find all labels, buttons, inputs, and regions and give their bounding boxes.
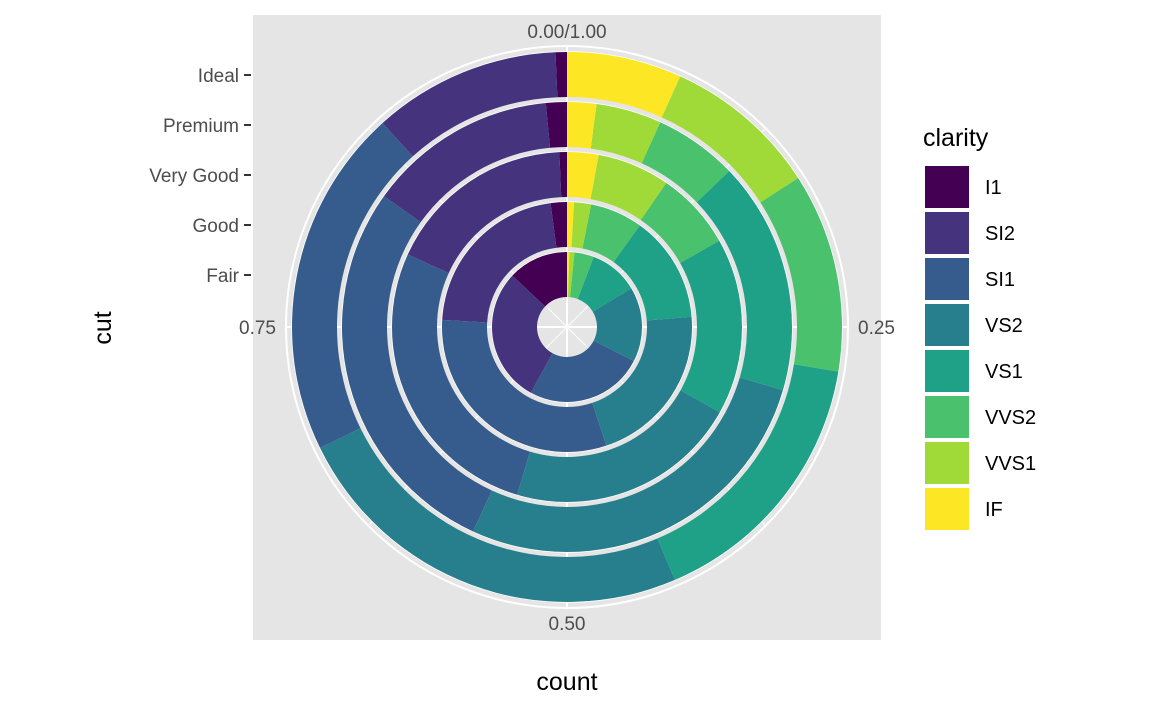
theta-tick-label: 0.50 <box>549 614 586 635</box>
slice-si1-good <box>442 319 607 452</box>
legend-label-si1: SI1 <box>985 269 1015 291</box>
slice-si2-fair <box>492 275 553 393</box>
slice-vs1-premium <box>696 171 792 391</box>
slice-vvs2-good <box>582 204 640 262</box>
legend-key-vvs2 <box>925 396 969 438</box>
cut-tick-label: Very Good <box>149 166 239 187</box>
cut-tick-label: Fair <box>206 266 239 287</box>
slice-vs1-good <box>613 225 692 321</box>
legend-key-i1 <box>925 166 969 208</box>
slice-si1-very-good <box>392 254 530 495</box>
legend-key-vs1 <box>925 350 969 392</box>
x-axis-title: count <box>536 668 597 696</box>
legend: clarity I1 SI2 SI1 VS2 VS1 VVS2 VVS1 IF <box>923 124 1036 530</box>
cut-axis: Fair Good Very Good Premium Ideal <box>149 66 251 287</box>
slice-vs1-very-good <box>680 240 742 413</box>
slice-si2-ideal <box>382 52 558 157</box>
cut-tick-label: Ideal <box>198 66 239 87</box>
slice-vvs1-fair <box>567 252 575 298</box>
legend-label-i1: I1 <box>985 177 1002 199</box>
slice-if-ideal <box>567 52 681 118</box>
slice-si2-premium <box>384 103 551 223</box>
slice-si1-premium <box>341 196 492 532</box>
legend-label-if: IF <box>985 499 1003 521</box>
slice-vvs2-fair <box>570 252 594 299</box>
cut-tick-label: Premium <box>163 116 239 137</box>
slice-vvs1-ideal <box>661 76 799 203</box>
slice-vvs2-very-good <box>640 182 720 263</box>
slice-if-very-good <box>567 152 599 200</box>
slice-vvs1-good <box>571 202 592 249</box>
legend-key-si2 <box>925 212 969 254</box>
slice-i1-good <box>550 202 567 248</box>
slice-if-fair <box>567 252 570 298</box>
slice-vvs1-premium <box>590 103 661 164</box>
slice-vs2-premium <box>473 377 783 553</box>
legend-title: clarity <box>923 124 989 152</box>
legend-label-vs2: VS2 <box>985 315 1023 337</box>
legend-label-vs1: VS1 <box>985 361 1023 383</box>
slice-i1-fair <box>512 252 567 307</box>
cut-tick-label: Good <box>193 216 239 237</box>
slice-i1-ideal <box>555 52 567 98</box>
slice-vs2-good <box>592 316 692 446</box>
legend-key-vvs1 <box>925 442 969 484</box>
slice-if-premium <box>567 102 597 149</box>
legend-label-si2: SI2 <box>985 223 1015 245</box>
legend-key-if <box>925 488 969 530</box>
slice-i1-premium <box>545 102 567 148</box>
slice-if-good <box>567 202 575 248</box>
legend-key-vs2 <box>925 304 969 346</box>
bars-layer <box>291 52 842 602</box>
slice-si1-ideal <box>291 123 413 449</box>
slice-si1-fair <box>530 340 634 402</box>
slice-vvs2-ideal <box>760 178 842 372</box>
theta-tick-label: 0.25 <box>858 318 895 339</box>
legend-label-vvs1: VVS1 <box>985 453 1036 475</box>
slice-vs2-ideal <box>320 428 675 602</box>
slice-si2-good <box>442 203 557 323</box>
legend-key-si1 <box>925 258 969 300</box>
slice-vs2-very-good <box>517 390 720 502</box>
slice-vs2-fair <box>592 288 642 362</box>
slice-vs1-fair <box>577 256 632 312</box>
theta-tick-label: 0.00/1.00 <box>527 22 606 43</box>
legend-items: I1 SI2 SI1 VS2 VS1 VVS2 VVS1 IF <box>925 166 1036 530</box>
legend-label-vvs2: VVS2 <box>985 407 1036 429</box>
slice-i1-very-good <box>559 152 567 198</box>
y-axis-title: cut <box>89 311 117 344</box>
theta-tick-label: 0.75 <box>239 318 276 339</box>
slice-vvs1-very-good <box>590 154 667 220</box>
slice-si2-very-good <box>407 152 562 274</box>
slice-vs1-ideal <box>657 364 839 580</box>
slice-vvs2-premium <box>641 122 730 203</box>
theta-tick-labels: 0.00/1.00 0.25 0.50 0.75 <box>239 22 895 635</box>
